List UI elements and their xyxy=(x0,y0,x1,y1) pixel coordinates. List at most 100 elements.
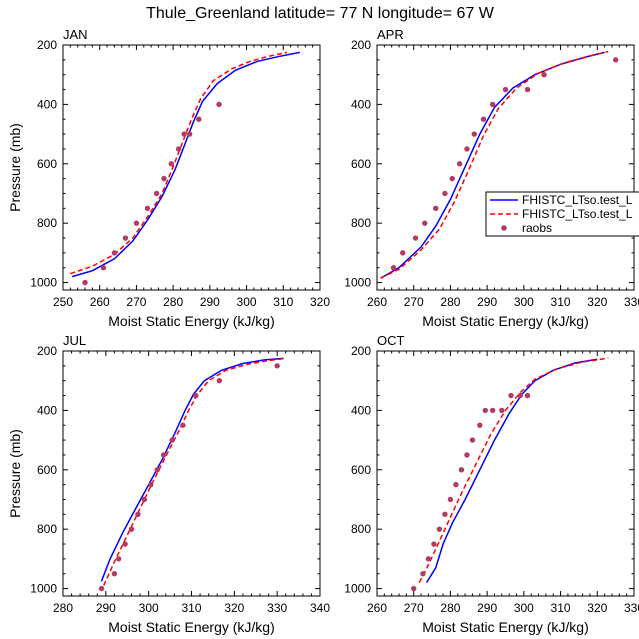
obs-point xyxy=(458,467,465,473)
x-tick-label: 260 xyxy=(367,295,387,309)
series-line-dashed xyxy=(70,51,288,275)
obs-point xyxy=(169,437,175,443)
obs-point xyxy=(168,161,175,167)
obs-point xyxy=(193,392,199,399)
series-line-solid xyxy=(71,51,300,278)
obs-point xyxy=(111,250,118,256)
y-axis-label: Pressure (mb) xyxy=(7,429,23,518)
obs-point xyxy=(453,481,459,488)
obs-point xyxy=(180,422,186,428)
obs-point xyxy=(420,571,426,577)
y-tick-label: 800 xyxy=(37,216,57,230)
plot-frame xyxy=(376,44,635,291)
obs-point xyxy=(141,496,148,503)
obs-point xyxy=(436,526,443,532)
x-tick-label: 320 xyxy=(587,295,607,309)
obs-point xyxy=(196,116,202,122)
obs-point xyxy=(449,175,455,182)
obs-point xyxy=(135,511,141,518)
obs-point xyxy=(464,452,470,458)
obs-point xyxy=(154,467,160,473)
x-tick-label: 270 xyxy=(404,295,424,309)
y-tick-label: 1000 xyxy=(30,582,57,596)
x-tick-label: 280 xyxy=(163,295,183,309)
x-tick-label: 310 xyxy=(551,601,571,615)
obs-point xyxy=(477,422,483,428)
obs-point xyxy=(98,585,105,592)
obs-point xyxy=(128,526,135,532)
y-tick-label: 200 xyxy=(37,344,57,358)
obs-point xyxy=(489,101,496,108)
obs-point xyxy=(517,392,523,399)
x-tick-label: 300 xyxy=(514,601,534,615)
obs-point xyxy=(115,556,122,562)
y-axis-label: Pressure (mb) xyxy=(7,123,23,212)
y-tick-label: 800 xyxy=(351,216,371,230)
x-tick-label: 250 xyxy=(53,295,73,309)
obs-point xyxy=(148,481,154,488)
x-tick-label: 280 xyxy=(440,295,460,309)
x-tick-label: 320 xyxy=(310,295,330,309)
series-line-solid xyxy=(380,51,605,279)
obs-point xyxy=(122,235,129,241)
legend-label-2: FHISTC_LTso.test_L xyxy=(522,207,633,221)
figure-title: Thule_Greenland latitude= 77 N longitude… xyxy=(146,5,495,22)
y-tick-label: 200 xyxy=(351,344,371,358)
obs-point xyxy=(412,235,419,241)
obs-point xyxy=(144,205,151,212)
panel-title: JUL xyxy=(63,333,86,348)
obs-point xyxy=(400,250,406,256)
x-tick-label: 280 xyxy=(53,601,73,615)
series-line-solid xyxy=(100,357,284,582)
x-tick-label: 260 xyxy=(90,295,110,309)
y-tick-label: 1000 xyxy=(344,582,371,596)
x-tick-label: 290 xyxy=(200,295,220,309)
x-tick-label: 310 xyxy=(181,601,201,615)
obs-point xyxy=(499,407,505,414)
obs-point xyxy=(111,571,118,577)
legend-marker-obs xyxy=(501,225,507,231)
obs-point xyxy=(442,511,448,518)
y-tick-label: 200 xyxy=(351,38,371,52)
x-tick-label: 320 xyxy=(587,601,607,615)
x-tick-label: 290 xyxy=(477,601,497,615)
x-tick-label: 290 xyxy=(477,295,497,309)
x-tick-label: 340 xyxy=(310,601,330,615)
y-tick-label: 600 xyxy=(37,463,57,477)
x-axis-label: Moist Static Energy (kJ/kg) xyxy=(108,619,275,635)
series-line-dashed xyxy=(418,357,609,583)
legend-label-1: FHISTC_LTso.test_L xyxy=(522,193,633,207)
obs-point xyxy=(411,585,417,592)
panel-title: OCT xyxy=(377,333,405,348)
obs-point xyxy=(489,407,496,414)
panel-title: JAN xyxy=(63,27,88,42)
obs-point xyxy=(502,86,509,93)
y-tick-label: 400 xyxy=(351,403,371,417)
x-tick-label: 310 xyxy=(273,295,293,309)
y-tick-label: 200 xyxy=(37,38,57,52)
obs-point xyxy=(612,57,619,63)
x-tick-label: 300 xyxy=(237,295,257,309)
obs-point xyxy=(482,407,489,414)
obs-point xyxy=(100,265,107,271)
obs-point xyxy=(82,279,88,286)
y-tick-label: 1000 xyxy=(30,276,57,290)
series-line-dashed xyxy=(380,50,609,279)
obs-point xyxy=(160,452,167,458)
legend-label-3: raobs xyxy=(522,221,552,235)
obs-point xyxy=(433,205,439,212)
panel-oct: OCT 260 270 280 290 300 310 320 330 200 400 600 800 1… xyxy=(344,333,639,635)
x-axis-label: Moist Static Energy (kJ/kg) xyxy=(108,313,275,329)
x-axis-label: Moist Static Energy (kJ/kg) xyxy=(422,619,589,635)
y-tick-label: 400 xyxy=(37,97,57,111)
obs-point xyxy=(181,131,187,137)
obs-point xyxy=(464,146,470,152)
obs-point xyxy=(447,496,454,503)
x-tick-label: 330 xyxy=(624,601,639,615)
obs-point xyxy=(175,146,182,152)
y-tick-label: 800 xyxy=(351,522,371,536)
x-axis-label: Moist Static Energy (kJ/kg) xyxy=(422,313,589,329)
panel-jul: JUL 280 290 300 310 320 330 340 200 400 600 800 1000… xyxy=(7,333,330,635)
x-tick-label: 320 xyxy=(224,601,244,615)
